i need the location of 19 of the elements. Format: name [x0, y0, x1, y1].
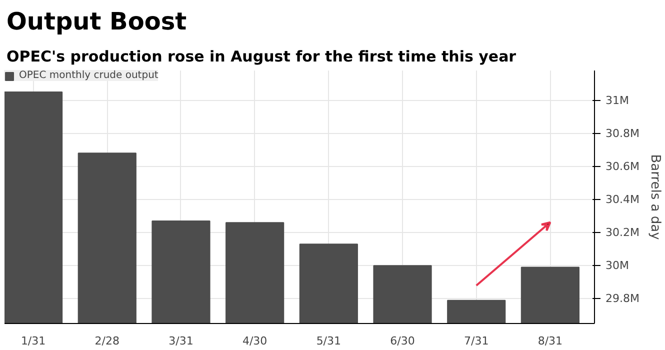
legend-label: OPEC monthly crude output: [19, 70, 158, 81]
y-tick-label: 30.6M: [606, 160, 640, 173]
x-tick-label: 5/31: [316, 334, 342, 348]
y-tick-label: 29.8M: [606, 292, 640, 306]
x-tick-label: 1/31: [20, 334, 46, 348]
chart-title: Output Boost: [6, 8, 187, 36]
y-tick-label: 30.2M: [606, 226, 640, 240]
x-tick-label: 8/31: [538, 334, 563, 348]
y-tick-label: 30.4M: [606, 192, 640, 206]
x-tick-label: 3/31: [168, 334, 194, 348]
x-tick-label: 2/28: [94, 334, 120, 348]
x-tick-label: 6/30: [390, 334, 415, 348]
y-tick-label: 31M: [606, 94, 629, 107]
chart-subtitle: OPEC's production rose in August for the first time this year: [6, 48, 517, 66]
y-tick-label: 30.8M: [606, 126, 640, 140]
x-tick-label: 4/30: [242, 334, 268, 348]
y-axis-title: Barrels a day: [647, 154, 662, 240]
y-tick-label: 30M: [606, 259, 629, 272]
x-tick-label: 7/31: [464, 334, 489, 348]
